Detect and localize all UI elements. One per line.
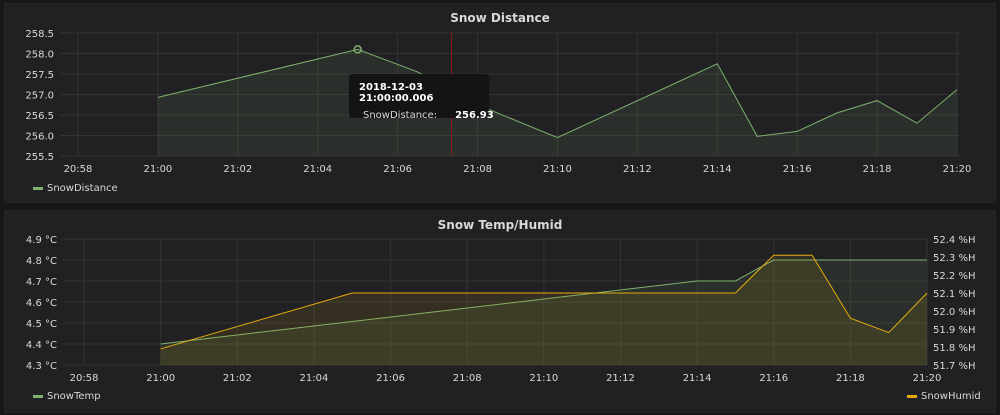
legend-swatch	[907, 395, 917, 398]
y-tick-label-right: 51.9 %H	[933, 325, 975, 336]
y-tick-label-left: 4.8 °C	[26, 256, 57, 267]
series-area-snowtemp	[160, 260, 927, 365]
panel-title[interactable]: Snow Temp/Humid	[437, 218, 563, 232]
x-tick-label: 21:04	[300, 373, 329, 384]
hover-marker	[353, 45, 362, 54]
y-tick-label-right: 52.2 %H	[933, 271, 975, 282]
y-tick-label-left: 4.3 °C	[26, 361, 57, 372]
tooltip-time: 2018-12-03 21:00:00.006	[359, 82, 434, 104]
series-area-snowhumid	[160, 255, 927, 365]
y-tick-label: 256.5	[25, 111, 54, 122]
x-tick-label: 21:06	[376, 373, 405, 384]
y-tick-label-left: 4.9 °C	[26, 235, 57, 246]
legend-item-snowtemp[interactable]: SnowTemp	[33, 391, 101, 402]
x-tick-label: 20:58	[64, 164, 93, 175]
x-tick-label: 21:06	[383, 164, 412, 175]
y-tick-label-left: 4.7 °C	[26, 277, 57, 288]
panel-title[interactable]: Snow Distance	[450, 11, 550, 25]
x-tick-label: 21:02	[223, 373, 252, 384]
y-tick-label: 255.5	[25, 152, 54, 163]
y-tick-label-right: 51.8 %H	[933, 343, 975, 354]
hover-tooltip: 2018-12-03 21:00:00.006 SnowDistance: 25…	[349, 74, 494, 121]
x-tick-label: 21:04	[303, 164, 332, 175]
y-tick-label: 257.0	[25, 91, 54, 102]
x-tick-label: 21:10	[529, 373, 558, 384]
x-tick-label: 21:14	[683, 373, 712, 384]
snow-distance-panel: Snow Distance 255.5 256.0 256.5 257.0 257.5 2…	[4, 3, 996, 203]
x-tick-label: 21:00	[146, 373, 175, 384]
y-tick-label-right: 51.7 %H	[933, 361, 975, 372]
series-line-snowdistance	[157, 48, 958, 139]
tooltip-label: SnowDistance:	[363, 110, 438, 121]
y-tick-label-right: 52.3 %H	[933, 253, 975, 264]
x-tick-label: 21:08	[453, 373, 482, 384]
legend-swatch	[33, 187, 43, 190]
legend-item-snowhumid[interactable]: SnowHumid	[907, 391, 981, 402]
x-tick-label: 21:12	[606, 373, 635, 384]
y-tick-label-right: 52.4 %H	[933, 235, 975, 246]
series-line-snowtemp	[160, 259, 927, 345]
x-tick-label: 21:16	[759, 373, 788, 384]
snow-temp-humid-chart[interactable]: 4.3 °C 4.4 °C 4.5 °C 4.6 °C 4.7 °C 4.8 °C 4.9 …	[5, 211, 997, 414]
x-tick-label: 21:18	[836, 373, 865, 384]
x-tick-label: 21:12	[623, 164, 652, 175]
snow-temp-humid-panel: Snow Temp/Humid 4.3 °C 4.4 °C 4.5 °C 4.6 °C…	[4, 210, 996, 413]
y-tick-label-left: 4.5 °C	[26, 319, 57, 330]
x-tick-label: 21:08	[463, 164, 492, 175]
y-tick-label-left: 4.4 °C	[26, 340, 57, 351]
snow-distance-chart[interactable]: 255.5 256.0 256.5 257.0 257.5 258.0 258.5 20:58…	[5, 4, 997, 204]
x-tick-label: 21:20	[943, 164, 972, 175]
legend-item-snowdistance[interactable]: SnowDistance	[33, 183, 118, 194]
y-tick-label: 258.5	[25, 29, 54, 40]
x-tick-label: 21:14	[703, 164, 732, 175]
y-tick-label: 257.5	[25, 70, 54, 81]
y-tick-label: 258.0	[25, 50, 54, 61]
y-tick-label-right: 52.0 %H	[933, 307, 975, 318]
x-tick-label: 21:02	[223, 164, 252, 175]
series-line-snowhumid	[160, 254, 928, 350]
x-tick-label: 21:10	[543, 164, 572, 175]
legend-swatch	[33, 395, 43, 398]
legend-label: SnowDistance	[47, 183, 118, 194]
x-tick-label: 21:00	[143, 164, 172, 175]
y-tick-label-left: 4.6 °C	[26, 298, 57, 309]
x-tick-label: 21:20	[913, 373, 942, 384]
x-tick-label: 21:18	[863, 164, 892, 175]
y-tick-label: 256.0	[25, 132, 54, 143]
tooltip-row: SnowDistance: 256.93	[359, 110, 494, 121]
x-tick-label: 21:16	[783, 164, 812, 175]
tooltip-value: 256.93	[455, 110, 494, 121]
legend-label: SnowHumid	[921, 391, 981, 402]
y-tick-label-right: 52.1 %H	[933, 289, 975, 300]
legend-label: SnowTemp	[47, 391, 101, 402]
x-tick-label: 20:58	[70, 373, 99, 384]
